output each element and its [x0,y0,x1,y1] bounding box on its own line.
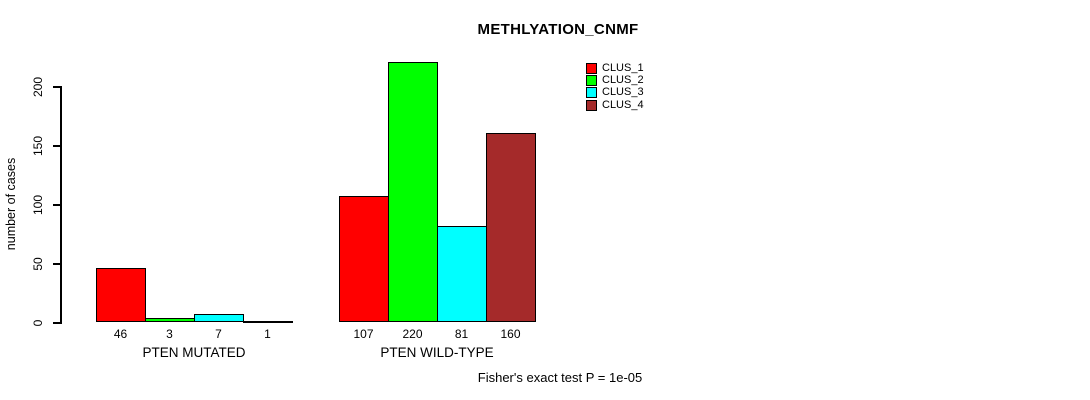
bar-value-label: 220 [402,327,423,341]
bar-clus_4-group2 [486,133,536,322]
bar-clus_2-group2 [388,62,438,322]
y-axis-line [60,86,62,324]
y-tick [53,145,61,147]
group-label-1: PTEN MUTATED [142,345,246,360]
bar-clus_4-group1 [243,320,293,323]
legend-label: CLUS_4 [602,98,644,111]
y-tick [53,204,61,206]
bar-clus_2-group1 [145,318,195,322]
legend-swatch-clus_4 [586,99,597,111]
bar-value-label: 1 [264,327,271,341]
legend-label: CLUS_1 [602,61,644,74]
chart-title: METHLYATION_CNMF [477,21,639,38]
fisher-test-annotation: Fisher's exact test P = 1e-05 [477,370,643,385]
bar-value-label: 160 [500,327,521,341]
legend-item-clus_1: CLUS_1 [586,62,644,74]
legend-swatch-clus_3 [586,87,597,99]
bar-clus_3-group1 [194,313,244,322]
y-tick [53,86,61,88]
legend-swatch-clus_2 [586,75,597,87]
bar-value-label: 46 [113,327,128,341]
bar-value-label: 107 [353,327,374,341]
y-axis-label: number of cases [4,157,18,251]
legend-label: CLUS_3 [602,86,644,99]
bar-value-label: 3 [166,327,173,341]
y-tick-label: 100 [31,194,45,216]
bar-value-label: 81 [454,327,469,341]
bar-clus_3-group2 [437,226,487,322]
legend-item-clus_3: CLUS_3 [586,87,644,99]
legend-label: CLUS_2 [602,74,644,87]
legend-item-clus_4: CLUS_4 [586,99,644,111]
y-tick-label: 200 [31,76,45,98]
y-tick-label: 0 [31,319,45,327]
y-tick-label: 150 [31,135,45,157]
legend-item-clus_2: CLUS_2 [586,74,644,87]
group-label-2: PTEN WILD-TYPE [380,345,494,360]
bar-clus_1-group1 [96,267,146,322]
legend-swatch-clus_1 [586,62,597,74]
y-tick [53,263,61,265]
legend: CLUS_1 CLUS_2 CLUS_3 CLUS_4 [586,62,644,112]
y-tick-label: 50 [31,257,45,271]
bar-value-label: 7 [215,327,222,341]
y-tick [53,322,61,324]
bar-clus_1-group2 [339,195,389,322]
